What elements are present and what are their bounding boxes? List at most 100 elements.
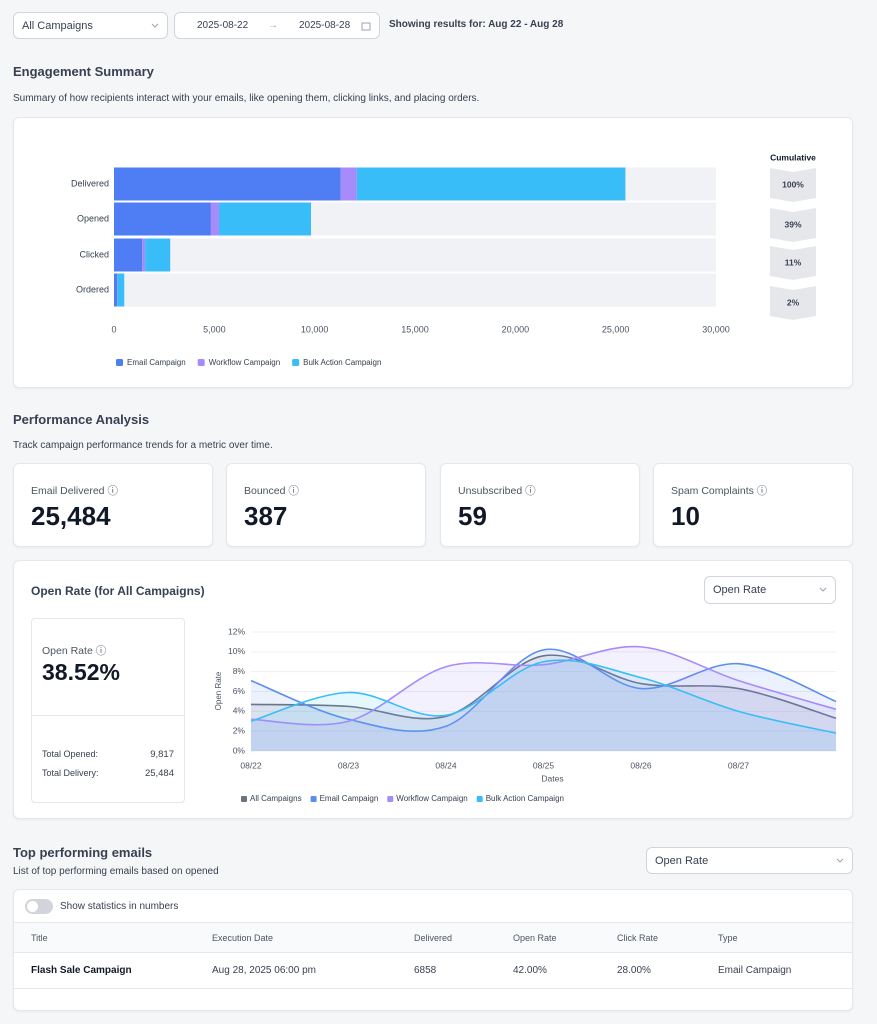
legend-label: Bulk Action Campaign: [486, 794, 564, 803]
y-tick-label: 10%: [228, 646, 245, 656]
cumulative-label: 11%: [785, 257, 802, 267]
y-axis-title: Open Rate: [214, 671, 223, 710]
cumulative-label: 39%: [784, 219, 801, 229]
opened-label: Total Opened:: [42, 749, 99, 759]
stat-value: 59: [458, 501, 487, 531]
series-line: [250, 659, 837, 734]
section-title: Performance Analysis: [13, 412, 150, 427]
column-header: Delivered: [414, 933, 453, 943]
stat-card: Spam Complaints ⓘ 10: [653, 463, 853, 547]
cell: Aug 28, 2025 06:00 pm: [212, 965, 316, 976]
arrow: →: [268, 20, 278, 31]
legend-swatch: [241, 796, 247, 802]
stat-label: Email Delivered ⓘ: [31, 485, 118, 497]
showing-text: Showing results for: Aug 22 - Aug 28: [389, 19, 564, 30]
campaign-select[interactable]: All Campaigns: [13, 12, 168, 39]
end-date: 2025-08-28: [299, 20, 351, 31]
y-tick-label: Clicked: [79, 249, 109, 259]
legend-swatch: [116, 359, 123, 366]
line-chart: 0% 2% 4% 6% 8% 10% 12% 08/22 08/23 08/24 08/25 08/2…: [214, 626, 837, 803]
bar-segment: [210, 202, 219, 236]
y-tick-label: Delivered: [71, 178, 109, 188]
cumulative-label: 100%: [782, 179, 804, 189]
stat-label-text: Unsubscribed: [458, 485, 523, 497]
open-rate-card: 0% 2% 4% 6% 8% 10% 12% 08/22 08/23 08/24 08/25 08/2…: [13, 560, 853, 819]
stat-label-text: Spam Complaints: [671, 485, 754, 497]
legend-swatch: [387, 796, 394, 802]
stat-card: Unsubscribed ⓘ 59: [440, 463, 640, 547]
x-tick-label: 10,000: [301, 324, 329, 334]
cell: 28.00%: [617, 965, 651, 976]
series-area: [251, 660, 836, 751]
x-axis-title: Dates: [541, 773, 563, 783]
column-header: Execution Date: [212, 933, 274, 943]
legend-label: Workflow Campaign: [396, 794, 467, 803]
toggle-label: Show statistics in numbers: [60, 901, 179, 912]
cumulative-chevron: [770, 168, 816, 202]
bar-segment: [145, 238, 171, 272]
bar-segment: [114, 167, 341, 201]
table-row[interactable]: Flash Sale Campaign Aug 28, 2025 06:00 p…: [14, 953, 852, 989]
funnel-chart: Delivered Opened Clicked Ordered 0 5,000 10,00…: [71, 152, 816, 367]
legend-label: All Campaigns: [250, 794, 302, 803]
series-line: [250, 645, 837, 726]
bar-segment: [340, 167, 357, 201]
x-tick-label: 08/25: [533, 760, 555, 770]
stat-card: Bounced ⓘ 387: [226, 463, 426, 547]
x-tick-label: 25,000: [602, 324, 630, 334]
bar-track: [114, 273, 716, 307]
legend-swatch: [197, 359, 205, 366]
legend-swatch: [310, 796, 317, 802]
stat-value: 10: [671, 501, 700, 531]
y-tick-label: 4%: [233, 706, 246, 716]
bar-segment: [114, 202, 211, 236]
y-tick-label: 0%: [233, 745, 246, 755]
y-tick-label: 2%: [233, 725, 246, 735]
bar-segment: [218, 202, 311, 236]
cell: Flash Sale Campaign: [31, 965, 132, 976]
stat-card: Email Delivered ⓘ 25,484: [13, 463, 213, 547]
cumulative-label: 2%: [787, 297, 800, 307]
section-description: List of top performing emails based on o…: [13, 866, 219, 877]
x-tick-label: 20,000: [502, 324, 530, 334]
legend-label: Workflow Campaign: [209, 358, 280, 367]
section-description: Track campaign performance trends for a …: [13, 440, 273, 451]
stat-label: Bounced ⓘ: [244, 485, 299, 497]
metric-select[interactable]: Open Rate: [704, 576, 836, 604]
legend-swatch: [476, 796, 483, 802]
series-line: [250, 654, 837, 720]
stat-label: Unsubscribed ⓘ: [458, 485, 536, 497]
bar-segment: [142, 238, 146, 272]
summary-label-text: Open Rate: [42, 645, 93, 657]
stat-label-text: Bounced: [244, 485, 286, 497]
section-title: Top performing emails: [13, 845, 153, 860]
summary-label: Open Rate ⓘ: [42, 645, 107, 657]
delivery-label: Total Delivery:: [42, 768, 99, 778]
column-header: Title: [31, 933, 48, 943]
x-tick-label: 08/22: [240, 760, 262, 770]
chart-title: Open Rate (for All Campaigns): [31, 584, 205, 598]
column-header: Type: [718, 933, 738, 943]
x-tick-label: 15,000: [401, 324, 429, 334]
divider: [32, 715, 184, 716]
column-header: Click Rate: [617, 933, 659, 943]
series-line: [250, 648, 837, 732]
top-metric-select[interactable]: Open Rate: [646, 847, 853, 874]
bar-segment: [114, 273, 118, 307]
summary-value: 38.52%: [42, 659, 121, 685]
y-tick-label: 6%: [233, 686, 246, 696]
bar-segment: [356, 167, 626, 201]
date-range[interactable]: 2025-08-22 → 2025-08-28: [174, 12, 380, 39]
start-date: 2025-08-22: [197, 20, 249, 31]
cell: 6858: [414, 965, 437, 976]
toggle[interactable]: [25, 899, 53, 914]
y-tick-label: 12%: [228, 626, 245, 636]
series-area: [251, 649, 836, 751]
legend-swatch: [292, 359, 300, 366]
x-tick-label: 08/26: [630, 760, 652, 770]
x-tick-label: 08/27: [728, 760, 750, 770]
x-tick-label: 5,000: [203, 324, 226, 334]
x-tick-label: 08/24: [435, 760, 457, 770]
legend-label: Bulk Action Campaign: [303, 358, 381, 367]
